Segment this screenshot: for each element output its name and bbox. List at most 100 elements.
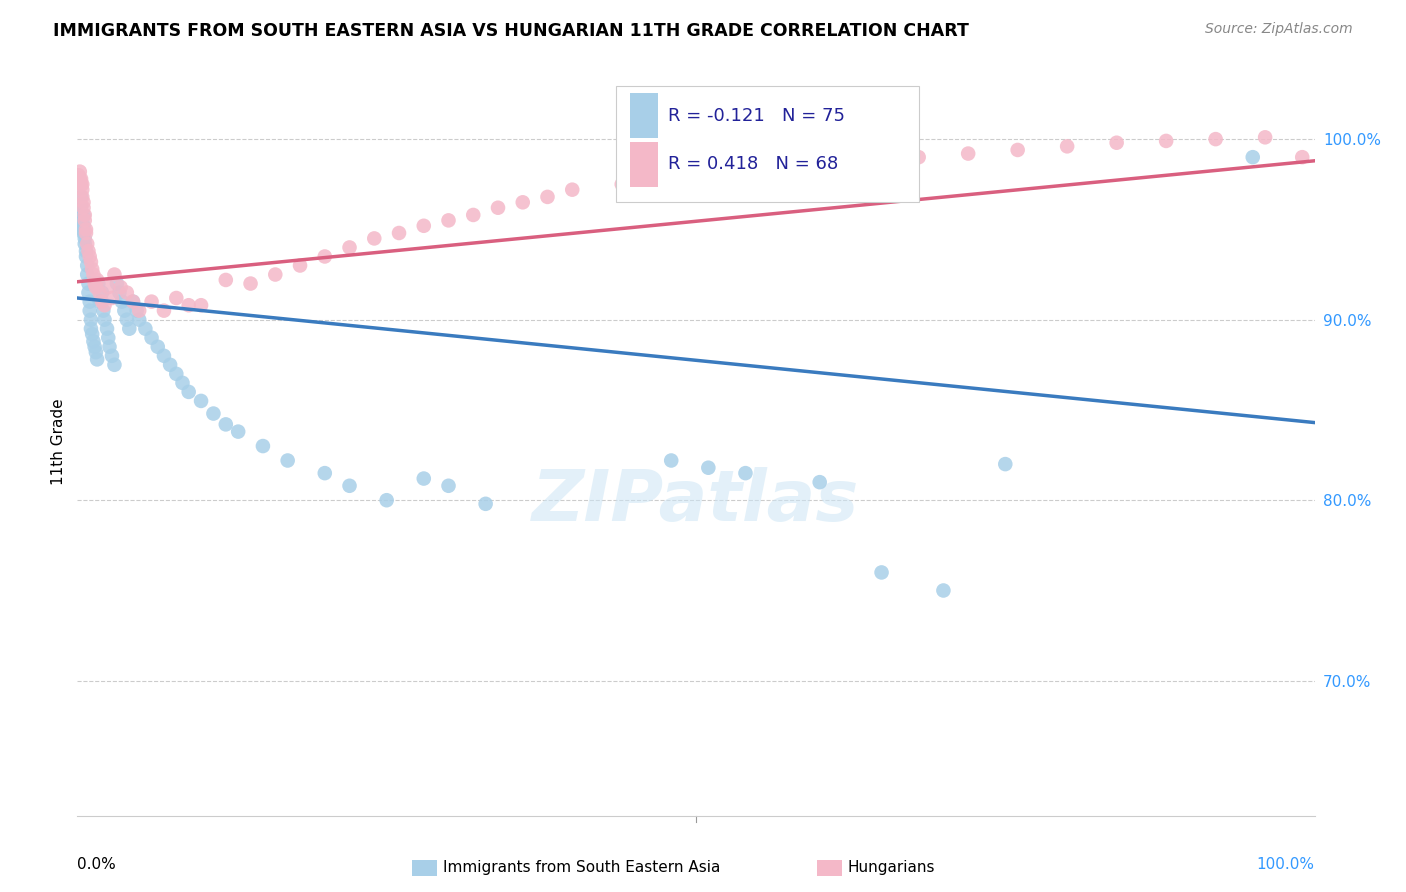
Point [82,334,104,349]
Point [76,259,98,273]
Point [907,150,929,164]
Point [69,201,91,215]
Point [697,460,720,475]
Point [97,331,120,345]
Point [165,367,187,381]
Point [808,475,831,490]
Y-axis label: 11th Grade: 11th Grade [51,398,66,485]
Point [101,291,124,305]
Point [91,285,114,300]
Point [141,294,163,309]
Point [67,168,90,182]
Point [375,493,398,508]
Point [103,268,125,282]
Point [75,226,97,240]
Point [86,352,108,367]
Point [75,244,97,258]
FancyBboxPatch shape [616,86,918,202]
Point [659,171,682,186]
Point [159,358,181,372]
Point [339,240,361,254]
Point [108,285,131,300]
Point [73,208,96,222]
Point [73,213,96,227]
Text: ZIPatlas: ZIPatlas [533,467,859,536]
Point [72,195,94,210]
Point [1205,132,1227,146]
FancyBboxPatch shape [630,142,658,186]
Point [75,250,97,264]
Text: R = -0.121   N = 75: R = -0.121 N = 75 [668,107,845,125]
Point [252,439,274,453]
Point [932,583,955,598]
Point [75,222,97,236]
Point [70,171,93,186]
Point [561,183,583,197]
Point [264,268,287,282]
Point [72,219,94,233]
Point [190,298,212,312]
Point [128,312,150,326]
Point [72,201,94,215]
Point [202,407,225,421]
Point [101,349,124,363]
Point [808,159,831,173]
Point [165,291,187,305]
Point [83,277,105,291]
Point [72,213,94,227]
Point [226,425,249,439]
Text: R = 0.418   N = 68: R = 0.418 N = 68 [668,155,838,173]
Point [83,340,105,354]
Point [69,213,91,227]
Point [215,273,238,287]
Point [1154,134,1177,148]
Point [314,250,336,264]
Point [412,219,434,233]
Point [72,183,94,197]
Point [97,280,120,294]
Point [70,208,93,222]
Point [134,321,156,335]
Point [80,312,103,326]
Point [146,340,169,354]
Point [463,208,485,222]
Point [80,321,103,335]
Point [512,195,534,210]
Point [115,312,138,326]
Point [437,213,460,227]
Point [288,259,311,273]
Point [122,294,145,309]
Point [122,294,145,309]
Point [96,321,118,335]
Text: Immigrants from South Eastern Asia: Immigrants from South Eastern Asia [443,860,720,874]
Point [759,164,782,178]
Point [86,273,108,287]
Point [957,146,980,161]
Point [69,164,91,178]
Point [1291,150,1313,164]
Point [111,294,134,309]
Point [80,255,103,269]
Point [1105,136,1128,150]
Point [177,384,200,399]
Point [870,566,893,580]
Point [363,231,385,245]
Text: IMMIGRANTS FROM SOUTH EASTERN ASIA VS HUNGARIAN 11TH GRADE CORRELATION CHART: IMMIGRANTS FROM SOUTH EASTERN ASIA VS HU… [53,22,969,40]
Point [734,466,756,480]
Point [103,358,125,372]
Point [339,479,361,493]
Point [84,345,107,359]
Point [153,303,176,318]
Point [105,277,128,291]
Point [486,201,509,215]
Point [76,236,98,251]
Point [128,303,150,318]
Point [82,262,104,277]
Point [84,280,107,294]
Point [314,466,336,480]
Point [72,178,94,192]
Point [118,321,141,335]
Point [69,171,91,186]
Point [72,222,94,236]
Point [190,393,212,408]
